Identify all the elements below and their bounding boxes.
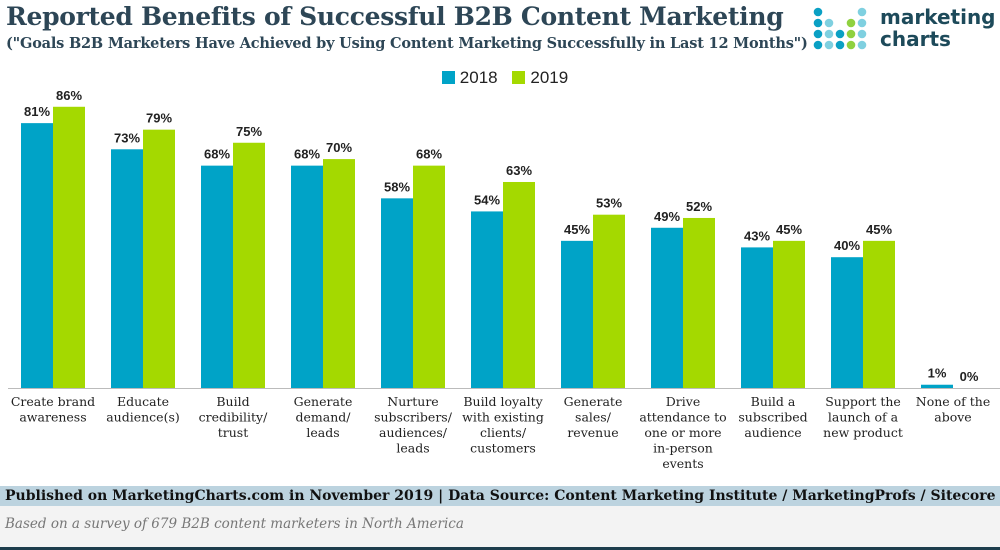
survey-note: Based on a survey of 679 B2B content mar… — [0, 506, 1000, 547]
category-label: audience — [744, 425, 801, 440]
category-label: revenue — [567, 425, 618, 440]
data-label-2019: 52% — [686, 199, 712, 214]
bar-2019 — [143, 129, 175, 389]
data-label-2019: 79% — [146, 111, 172, 126]
category-label: credibility/ — [199, 410, 268, 425]
category-label: leads — [306, 425, 339, 440]
category-label: attendance to — [639, 410, 726, 425]
data-label-2018: 45% — [564, 222, 590, 237]
source-footer: Published on MarketingCharts.com in Nove… — [0, 486, 1000, 506]
category-label: leads — [396, 441, 429, 456]
category-label: Generate — [564, 394, 623, 409]
chart-title: Reported Benefits of Successful B2B Cont… — [6, 2, 784, 31]
category-label: Support the — [825, 394, 901, 409]
bar-2018 — [741, 247, 773, 388]
bar-2019 — [773, 240, 805, 388]
data-label-2018: 49% — [654, 209, 680, 224]
bar-2019 — [503, 181, 535, 388]
data-label-2018: 68% — [204, 147, 230, 162]
category-label: with existing — [462, 410, 544, 425]
legend-label-2019: 2019 — [530, 68, 569, 87]
category-label: sales/ — [575, 410, 612, 425]
bar-2019 — [233, 142, 265, 388]
data-label-2019: 45% — [776, 222, 802, 237]
category-label: audiences/ — [379, 425, 448, 440]
category-label: subscribed — [738, 410, 807, 425]
category-label: events — [662, 456, 703, 471]
legend-swatch-2019 — [512, 71, 526, 84]
bar-2018 — [21, 123, 53, 388]
bar-2019 — [863, 240, 895, 388]
category-label: above — [934, 410, 971, 425]
bar-2018 — [201, 165, 233, 388]
bar-2018 — [381, 198, 413, 388]
legend-swatch-2018 — [441, 71, 455, 84]
category-label: new product — [823, 425, 903, 440]
data-label-2019: 53% — [596, 196, 622, 211]
category-label: Drive — [666, 394, 700, 409]
marketingcharts-logo: marketing charts — [812, 6, 1000, 52]
category-label: Build a — [751, 394, 796, 409]
data-label-2018: 54% — [474, 192, 500, 207]
category-label: Generate — [294, 394, 353, 409]
logo-line1: marketing — [880, 5, 996, 29]
data-label-2019: 86% — [56, 88, 82, 103]
legend: 2018 2019 — [0, 68, 1000, 88]
logo-dots-icon — [813, 7, 867, 50]
legend-label-2018: 2018 — [459, 68, 498, 87]
bar-2018 — [921, 384, 953, 388]
bar-2018 — [831, 257, 863, 388]
bar-2019 — [593, 214, 625, 388]
category-label: customers — [470, 441, 536, 456]
bar-2018 — [471, 211, 503, 388]
bar-2019 — [53, 106, 85, 388]
chart-subtitle: ("Goals B2B Marketers Have Achieved by U… — [6, 35, 808, 52]
bar-2019 — [413, 165, 445, 388]
category-label: clients/ — [480, 425, 527, 440]
data-label-2019: 0% — [960, 369, 979, 384]
bar-2018 — [561, 240, 593, 388]
category-label: subscribers/ — [374, 410, 453, 425]
category-label: launch of a — [828, 410, 899, 425]
category-label: awareness — [19, 410, 86, 425]
data-label-2018: 81% — [24, 104, 50, 119]
bar-2019 — [683, 217, 715, 388]
category-label: None of the — [916, 394, 990, 409]
data-label-2018: 40% — [834, 238, 860, 253]
category-label: in-person — [653, 441, 713, 456]
logo-line2: charts — [880, 27, 951, 51]
bar-2018 — [651, 227, 683, 388]
category-label: Nurture — [387, 394, 438, 409]
bar-2018 — [111, 149, 143, 388]
category-label: audience(s) — [106, 410, 180, 425]
category-label: demand/ — [296, 410, 352, 425]
data-label-2018: 1% — [928, 366, 947, 381]
bar-2018 — [291, 165, 323, 388]
category-label: Build loyalty — [463, 394, 543, 409]
data-label-2019: 63% — [506, 163, 532, 178]
data-label-2019: 68% — [416, 147, 442, 162]
category-label: Build — [216, 394, 249, 409]
data-label-2019: 70% — [326, 140, 352, 155]
bar-2019 — [323, 159, 355, 388]
data-label-2018: 73% — [114, 130, 140, 145]
data-label-2018: 68% — [294, 147, 320, 162]
data-label-2019: 75% — [236, 124, 262, 139]
category-label: one or more — [644, 425, 721, 440]
data-label-2019: 45% — [866, 222, 892, 237]
data-label-2018: 43% — [744, 228, 770, 243]
category-label: trust — [218, 425, 249, 440]
category-label: Create brand — [11, 394, 95, 409]
bottom-border — [0, 547, 1000, 550]
category-label: Educate — [117, 394, 169, 409]
data-label-2018: 58% — [384, 179, 410, 194]
